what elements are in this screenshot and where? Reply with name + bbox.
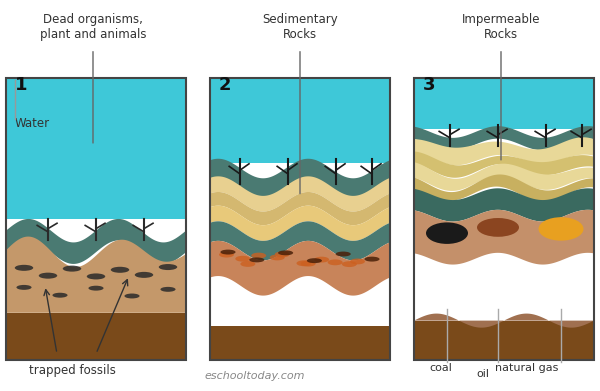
Ellipse shape <box>249 257 265 262</box>
Ellipse shape <box>220 249 236 255</box>
Text: trapped fossils: trapped fossils <box>29 364 115 377</box>
Ellipse shape <box>275 251 290 257</box>
Polygon shape <box>414 210 594 265</box>
Ellipse shape <box>111 267 129 273</box>
Polygon shape <box>6 237 186 313</box>
Ellipse shape <box>270 255 285 260</box>
Text: natural gas: natural gas <box>495 363 559 373</box>
Polygon shape <box>414 174 594 202</box>
Polygon shape <box>414 126 594 151</box>
Ellipse shape <box>296 260 311 266</box>
Text: coal: coal <box>430 363 452 373</box>
Ellipse shape <box>301 261 316 267</box>
Ellipse shape <box>135 272 153 278</box>
Polygon shape <box>210 241 390 296</box>
FancyBboxPatch shape <box>210 326 390 360</box>
FancyBboxPatch shape <box>210 78 390 163</box>
Text: Sedimentary
Rocks: Sedimentary Rocks <box>262 13 338 41</box>
Polygon shape <box>210 221 390 260</box>
Ellipse shape <box>278 250 293 255</box>
Polygon shape <box>414 162 594 191</box>
Ellipse shape <box>539 217 583 240</box>
Polygon shape <box>414 151 594 178</box>
Ellipse shape <box>477 218 519 237</box>
Polygon shape <box>414 314 594 328</box>
Polygon shape <box>210 192 390 225</box>
Text: Dead organisms,
plant and animals: Dead organisms, plant and animals <box>40 13 146 41</box>
Ellipse shape <box>364 256 380 262</box>
Ellipse shape <box>350 258 365 264</box>
Polygon shape <box>210 206 390 241</box>
Ellipse shape <box>328 259 343 265</box>
Text: 2: 2 <box>219 76 232 94</box>
Text: 3: 3 <box>423 76 436 94</box>
Polygon shape <box>414 188 594 222</box>
Ellipse shape <box>241 261 256 267</box>
Ellipse shape <box>124 294 140 298</box>
FancyBboxPatch shape <box>6 78 186 219</box>
Ellipse shape <box>16 285 32 290</box>
Ellipse shape <box>52 293 68 298</box>
Ellipse shape <box>342 261 357 267</box>
Ellipse shape <box>251 253 266 258</box>
Ellipse shape <box>235 256 250 262</box>
Ellipse shape <box>87 273 105 280</box>
Polygon shape <box>414 137 594 165</box>
Ellipse shape <box>335 251 351 256</box>
FancyBboxPatch shape <box>6 313 186 360</box>
Text: eschooltoday.com: eschooltoday.com <box>205 371 305 381</box>
Text: 1: 1 <box>15 76 28 94</box>
Ellipse shape <box>159 264 177 270</box>
Text: Water: Water <box>15 117 50 130</box>
Text: oil: oil <box>476 369 490 379</box>
Polygon shape <box>210 159 390 198</box>
Text: Impermeable
Rocks: Impermeable Rocks <box>462 13 540 41</box>
Ellipse shape <box>88 286 104 291</box>
Ellipse shape <box>160 287 176 292</box>
Ellipse shape <box>219 252 234 258</box>
Polygon shape <box>6 219 186 264</box>
Polygon shape <box>210 176 390 212</box>
Ellipse shape <box>63 265 81 272</box>
Ellipse shape <box>39 273 57 279</box>
FancyBboxPatch shape <box>414 321 594 360</box>
Ellipse shape <box>314 256 329 262</box>
Ellipse shape <box>426 222 468 244</box>
Ellipse shape <box>15 265 33 271</box>
Ellipse shape <box>307 258 322 263</box>
FancyBboxPatch shape <box>414 78 594 129</box>
